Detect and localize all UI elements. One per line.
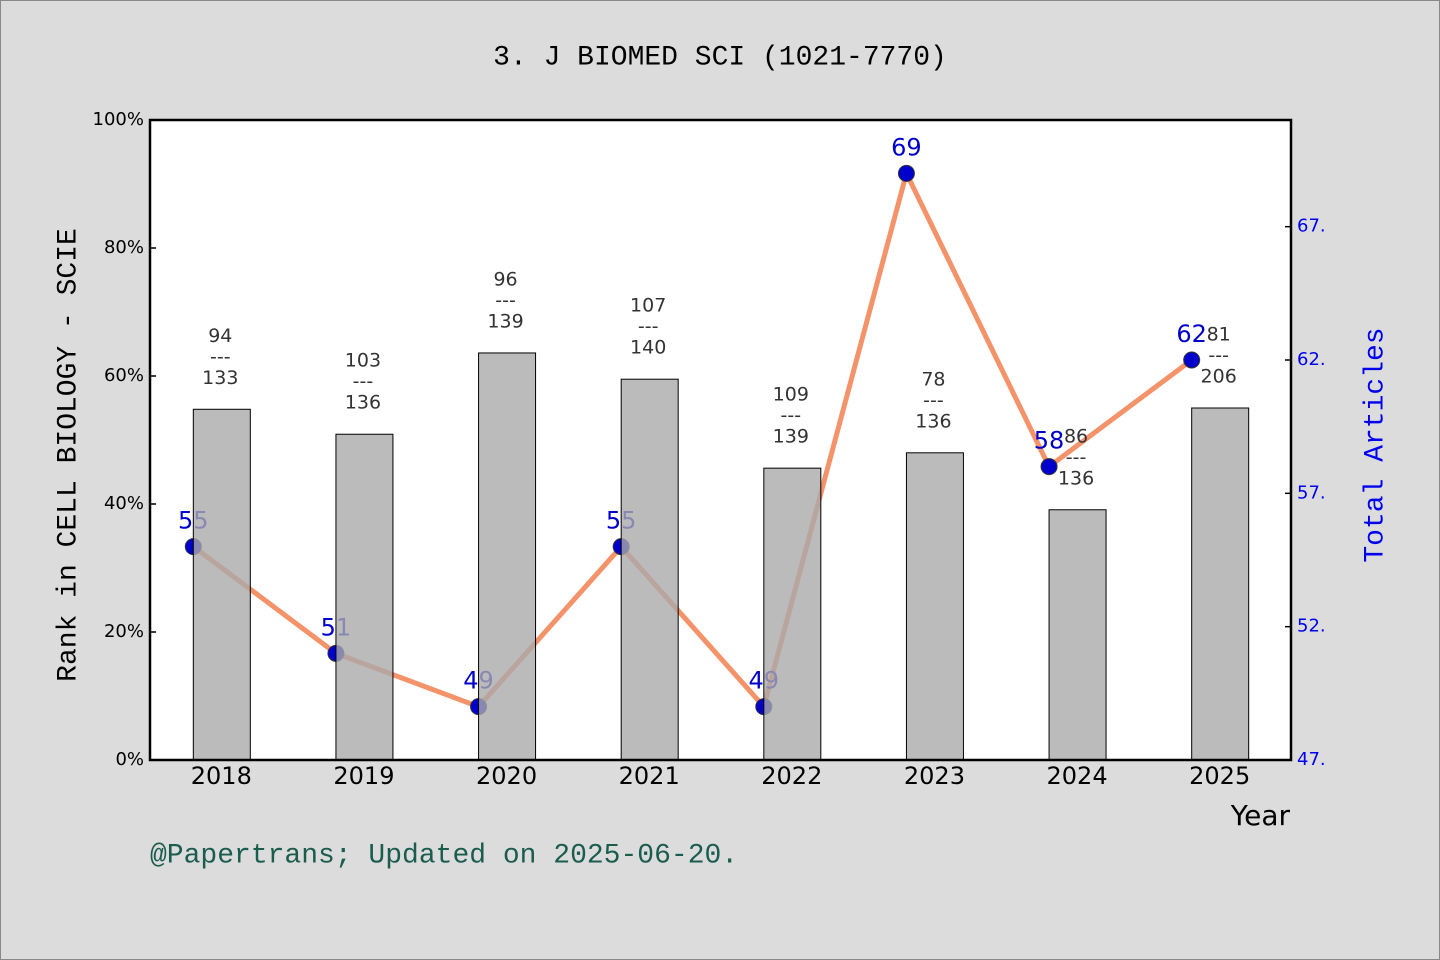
chart-title: 3. J BIOMED SCI (1021-7770): [493, 42, 947, 73]
y-tick-label: 20%: [104, 621, 144, 642]
y2-tick-label: 57.: [1297, 482, 1326, 503]
x-tick-label: 2023: [904, 762, 965, 790]
x-tick-label: 2020: [476, 762, 537, 790]
y-tick-label: 80%: [104, 237, 144, 258]
bar: [905, 452, 964, 761]
rank-total: 139: [487, 310, 523, 332]
bar: [192, 408, 251, 761]
rank-total: 133: [202, 367, 238, 389]
x-tick-label: 2018: [191, 762, 252, 790]
x-tick-label: 2019: [333, 762, 394, 790]
x-tick-label: 2024: [1047, 762, 1108, 790]
rank-total: 136: [345, 392, 381, 414]
x-axis-label: Year: [1230, 799, 1291, 832]
y2-axis-label: Total Articles: [1360, 327, 1391, 562]
x-tick-label: 2021: [619, 762, 680, 790]
bar: [335, 433, 394, 761]
bar: [620, 378, 679, 761]
rank-label: 78: [921, 368, 945, 390]
y2-tick-label: 47.: [1297, 749, 1326, 770]
rank-total: 136: [1058, 467, 1094, 489]
y2-tick-label: 52.: [1297, 616, 1326, 637]
y-axis-label: Rank in CELL BIOLOGY - SCIE: [53, 228, 84, 682]
y2-tick-label: 62.: [1297, 349, 1326, 370]
rank-separator: ---: [353, 371, 374, 393]
rank-label: 86: [1064, 425, 1088, 447]
rank-total: 136: [915, 410, 951, 432]
footer: @Papertrans; Updated on 2025-06-20.: [150, 840, 738, 871]
rank-total: 140: [630, 337, 666, 359]
plot-frame: [148, 118, 1293, 762]
line-value-label: 62: [1176, 320, 1207, 348]
rank-separator: ---: [1066, 446, 1087, 468]
rank-label: 103: [345, 350, 381, 372]
rank-separator: ---: [1208, 345, 1229, 367]
bar: [763, 467, 822, 761]
line-value-label: 69: [891, 133, 922, 161]
bar: [478, 352, 537, 761]
y-tick-label: 40%: [104, 493, 144, 514]
bar: [1048, 509, 1107, 761]
y-tick-label: 100%: [93, 109, 144, 130]
line-marker: [1040, 458, 1058, 476]
rank-separator: ---: [495, 289, 516, 311]
rank-label: 94: [208, 325, 232, 347]
plot-area: [150, 120, 1291, 760]
rank-label: 107: [630, 295, 666, 317]
x-tick-label: 2025: [1189, 762, 1250, 790]
line-marker: [1183, 351, 1201, 369]
line-value-label: 58: [1034, 427, 1065, 455]
rank-separator: ---: [923, 389, 944, 411]
rank-total: 139: [773, 426, 809, 448]
line-marker: [897, 164, 915, 182]
x-tick-label: 2022: [761, 762, 822, 790]
rank-total: 206: [1201, 366, 1237, 388]
rank-separator: ---: [638, 316, 659, 338]
rank-label: 109: [773, 384, 809, 406]
bar: [1191, 407, 1250, 761]
y-tick-label: 0%: [115, 749, 144, 770]
rank-separator: ---: [781, 405, 802, 427]
y-tick-label: 60%: [104, 365, 144, 386]
rank-label: 96: [493, 268, 517, 290]
rank-label: 81: [1207, 324, 1231, 346]
y2-tick-label: 67.: [1297, 216, 1326, 237]
rank-separator: ---: [210, 346, 231, 368]
